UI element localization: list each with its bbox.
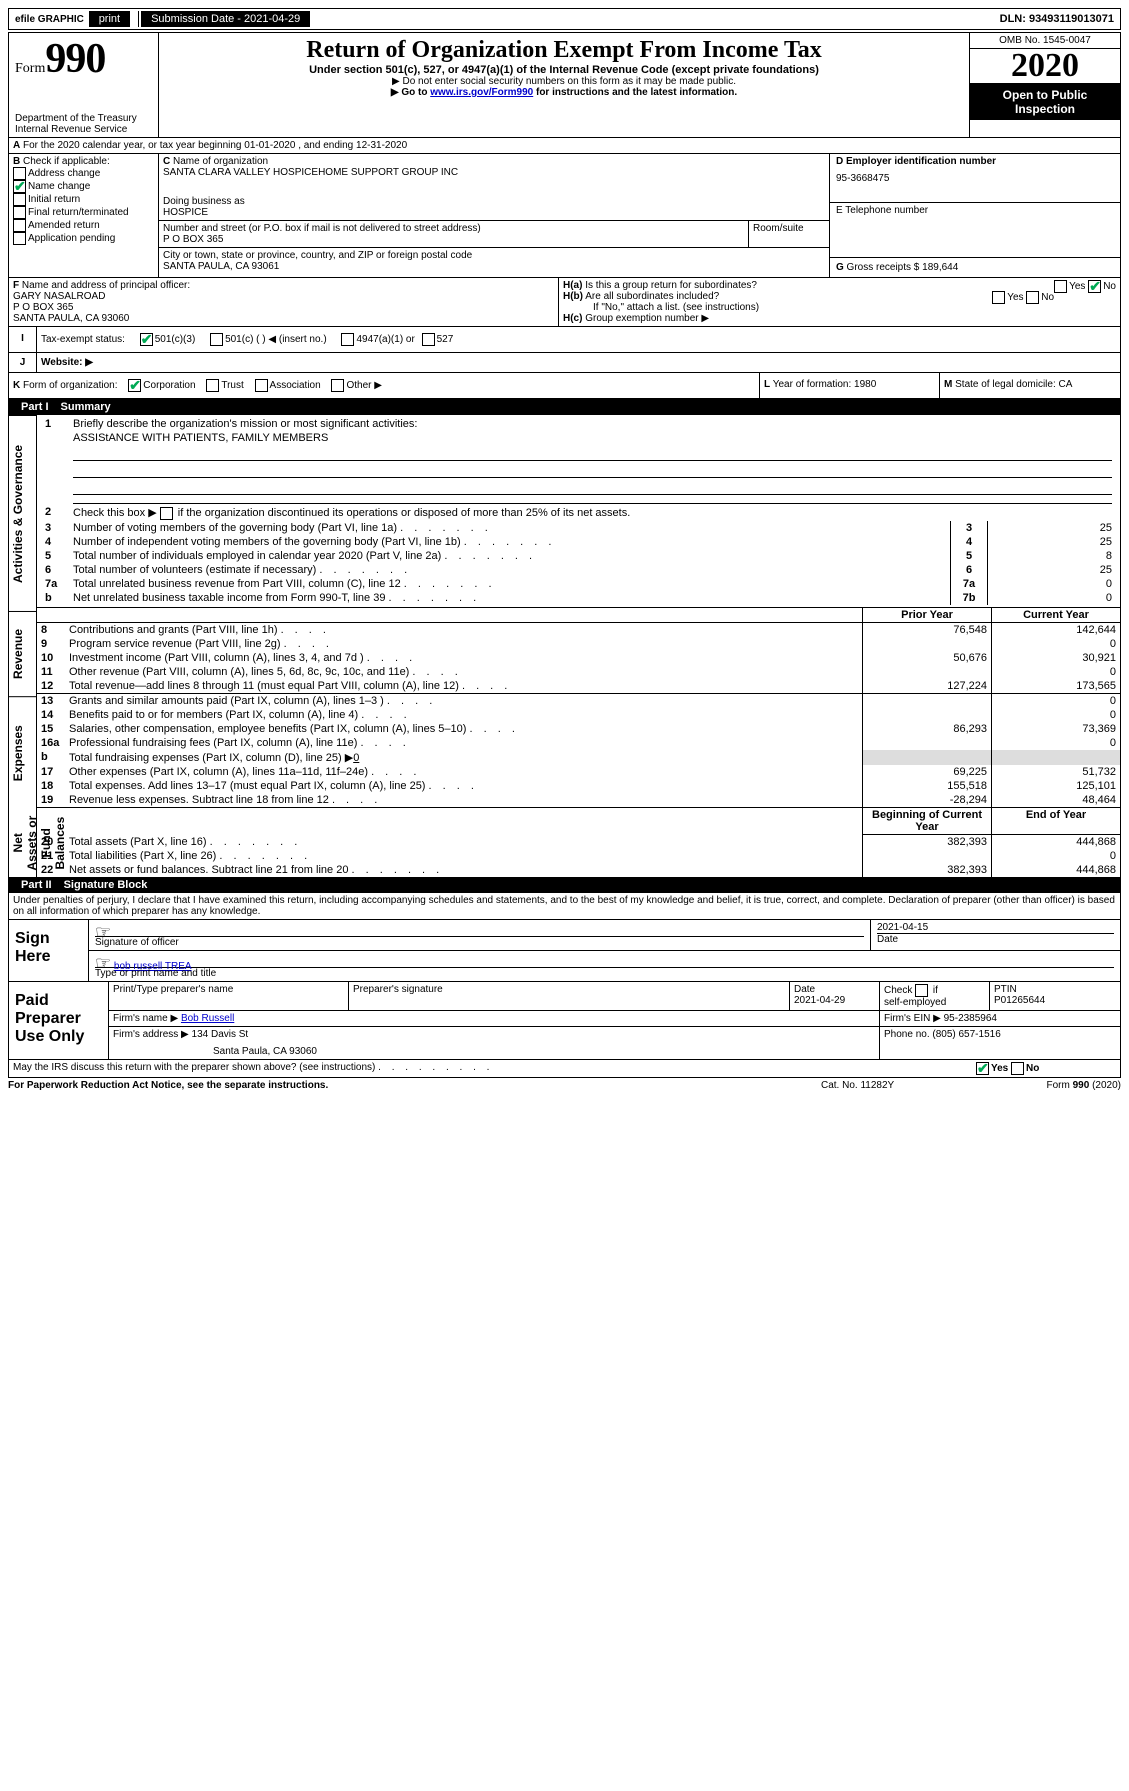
revenue-lines: 8Contributions and grants (Part VIII, li… (37, 623, 1120, 694)
form-header: Form990 Department of the Treasury Inter… (9, 33, 1120, 138)
entity-block: B Check if applicable: Address changeNam… (9, 154, 1120, 278)
form-subtitle: Under section 501(c), 527, or 4947(a)(1)… (163, 64, 965, 76)
discontinued-checkbox[interactable] (160, 507, 173, 520)
officer-group-block: F Name and address of principal officer:… (9, 278, 1120, 327)
state-domicile: State of legal domicile: CA (952, 379, 1072, 390)
ha-no-checkbox[interactable] (1088, 280, 1101, 293)
website-row: J Website: ▶ (9, 353, 1120, 373)
paid-preparer-label: Paid Preparer Use Only (9, 982, 109, 1059)
dln-label: DLN: 93493119013071 (994, 11, 1120, 27)
form-body: Form990 Department of the Treasury Inter… (8, 32, 1121, 1078)
officer-name: GARY NASALROAD (13, 291, 554, 302)
nab-header: Beginning of Current Year End of Year (37, 808, 1120, 835)
checkbox-name-change[interactable] (13, 180, 26, 193)
hb-yes-checkbox[interactable] (992, 291, 1005, 304)
discuss-no-checkbox[interactable] (1011, 1062, 1024, 1075)
side-activities: Activities & Governance (9, 415, 36, 611)
checkbox-application-pending[interactable] (13, 232, 26, 245)
rev-header: Prior Year Current Year (37, 608, 1120, 623)
org-name: SANTA CLARA VALLEY HOSPICEHOME SUPPORT G… (163, 167, 825, 178)
ha-yes-checkbox[interactable] (1054, 280, 1067, 293)
part1-header: Part I Summary (9, 399, 1120, 415)
checkbox-final-return/terminated[interactable] (13, 206, 26, 219)
side-revenue: Revenue (9, 611, 36, 696)
gov-lines: 3Number of voting members of the governi… (41, 521, 1116, 605)
city-state-zip: SANTA PAULA, CA 93061 (163, 261, 825, 272)
side-netassets: Net Assets or Fund Balances (9, 810, 36, 876)
paid-preparer-block: Paid Preparer Use Only Print/Type prepar… (9, 982, 1120, 1060)
expense-lines: 13Grants and similar amounts paid (Part … (37, 694, 1120, 808)
trust-checkbox[interactable] (206, 379, 219, 392)
other-checkbox[interactable] (331, 379, 344, 392)
discuss-row: May the IRS discuss this return with the… (9, 1060, 1120, 1077)
501c3-checkbox[interactable] (140, 333, 153, 346)
irs-label: Internal Revenue Service (15, 124, 152, 135)
goto-note: ▶ Go to www.irs.gov/Form990 for instruct… (163, 87, 965, 98)
firm-ein: 95-2385964 (944, 1013, 997, 1024)
box-b: B Check if applicable: Address changeNam… (9, 154, 159, 277)
period-line: A For the 2020 calendar year, or tax yea… (9, 138, 1120, 154)
checkbox-amended-return[interactable] (13, 219, 26, 232)
corp-checkbox[interactable] (128, 379, 141, 392)
firm-address: 134 Davis St (192, 1029, 249, 1040)
sign-here-label: Sign Here (9, 920, 89, 981)
firm-phone: Phone no. (805) 657-1516 (880, 1027, 1120, 1059)
footer-row: For Paperwork Reduction Act Notice, see … (8, 1078, 1121, 1093)
nab-lines: 20Total assets (Part X, line 16) . . . .… (37, 835, 1120, 877)
501c-checkbox[interactable] (210, 333, 223, 346)
jurat-text: Under penalties of perjury, I declare th… (9, 893, 1120, 920)
form990-link[interactable]: www.irs.gov/Form990 (430, 87, 533, 98)
year-formation: Year of formation: 1980 (770, 379, 876, 390)
prep-date: 2021-04-29 (794, 995, 845, 1006)
right-ids: D Employer identification number 95-3668… (830, 154, 1120, 277)
527-checkbox[interactable] (422, 333, 435, 346)
assoc-checkbox[interactable] (255, 379, 268, 392)
room-suite: Room/suite (749, 221, 829, 247)
print-button[interactable]: print (89, 11, 130, 27)
part2-header: Part II Signature Block (9, 877, 1120, 893)
klm-row: K Form of organization: Corporation Trus… (9, 373, 1120, 399)
mission-text: ASSIStANCE WITH PATIENTS, FAMILY MEMBERS (69, 431, 1116, 445)
sig-date: 2021-04-15 (877, 922, 1114, 933)
efile-toolbar: efile GRAPHIC print Submission Date - 20… (8, 8, 1121, 30)
submission-date-button[interactable]: Submission Date - 2021-04-29 (141, 11, 310, 27)
ssn-note: ▶ Do not enter social security numbers o… (163, 76, 965, 87)
sign-here-block: Sign Here ☞ Signature of officer 2021-04… (9, 920, 1120, 982)
discuss-yes-checkbox[interactable] (976, 1062, 989, 1075)
efile-graphic-label: efile GRAPHIC print (9, 11, 139, 27)
open-public-badge: Open to Public Inspection (970, 84, 1120, 120)
form-title: Return of Organization Exempt From Incom… (163, 37, 965, 64)
gross-receipts: Gross receipts $ 189,644 (844, 262, 959, 273)
dba-name: HOSPICE (163, 207, 825, 218)
box-c: C Name of organization SANTA CLARA VALLE… (159, 154, 830, 277)
box-f: F Name and address of principal officer:… (9, 278, 559, 326)
summary-grid: Activities & Governance Revenue Expenses… (9, 415, 1120, 877)
street-address: P O BOX 365 (163, 234, 744, 245)
hb-no-checkbox[interactable] (1026, 291, 1039, 304)
ptin: P01265644 (994, 995, 1045, 1006)
tax-year: 2020 (970, 49, 1120, 84)
dept-treasury: Department of the Treasury (15, 113, 152, 124)
4947-checkbox[interactable] (341, 333, 354, 346)
activities-table: 1Briefly describe the organization's mis… (41, 417, 1116, 521)
self-employed-checkbox[interactable] (915, 984, 928, 997)
firm-name-link[interactable]: Bob Russell (181, 1013, 234, 1024)
side-expenses: Expenses (9, 696, 36, 810)
box-h: H(a) Is this a group return for subordin… (559, 278, 1120, 326)
ein: 95-3668475 (836, 173, 1114, 184)
form-designation: Form990 (15, 35, 152, 83)
tax-status-row: I Tax-exempt status: 501(c)(3) 501(c) ( … (9, 327, 1120, 353)
